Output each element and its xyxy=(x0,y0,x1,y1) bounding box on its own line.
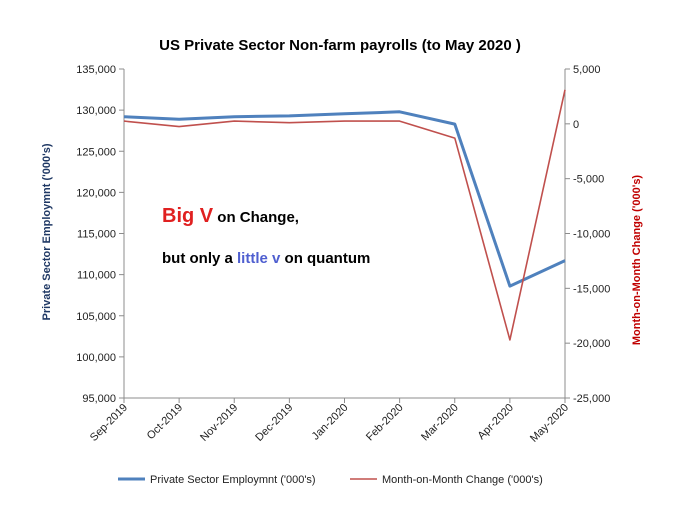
legend-label-employment: Private Sector Employmnt ('000's) xyxy=(150,474,316,486)
right-tick-label: -25,000 xyxy=(573,393,610,405)
right-tick-label: 0 xyxy=(573,119,579,131)
x-tick-label: May-2020 xyxy=(528,402,571,445)
left-axis-ticks: 95,000 100,000 105,000 110,000 115,000 120,00… xyxy=(76,64,124,405)
left-tick-label: 100,000 xyxy=(76,352,116,364)
x-tick-label: Oct-2019 xyxy=(145,402,185,442)
right-tick-label: -15,000 xyxy=(573,283,610,295)
chart-title: US Private Sector Non-farm payrolls (to … xyxy=(159,37,521,54)
left-tick-label: 120,000 xyxy=(76,187,116,199)
legend-label-change: Month-on-Month Change ('000's) xyxy=(382,474,543,486)
left-tick-label: 125,000 xyxy=(76,146,116,158)
annotation-but-only-a: but only a xyxy=(162,250,237,267)
annotation-line-2: but only a little v on quantum xyxy=(162,250,370,267)
series-line-employment xyxy=(123,110,566,288)
annotation-big-v: Big V xyxy=(162,205,214,227)
right-axis-label: Month-on-Month Change ('000's) xyxy=(631,175,643,346)
series-line-change xyxy=(123,89,566,341)
x-tick-label: Apr-2020 xyxy=(476,402,516,442)
x-tick-label: Sep-2019 xyxy=(88,402,130,444)
right-tick-label: -20,000 xyxy=(573,338,610,350)
series-lines xyxy=(123,89,566,341)
x-tick-label: Mar-2020 xyxy=(419,402,461,444)
annotation-on-quantum: on quantum xyxy=(280,250,370,267)
left-tick-label: 135,000 xyxy=(76,64,116,76)
legend: Private Sector Employmnt ('000's) Month-… xyxy=(118,474,543,486)
x-tick-label: Dec-2019 xyxy=(253,402,295,444)
x-tick-label: Jan-2020 xyxy=(310,402,351,443)
annotation-little-v: little v xyxy=(237,250,281,267)
right-tick-label: 5,000 xyxy=(573,64,601,76)
right-tick-label: -10,000 xyxy=(573,229,610,241)
annotation: Big V on Change, but only a little v on … xyxy=(162,205,370,267)
left-tick-label: 105,000 xyxy=(76,311,116,323)
left-tick-label: 115,000 xyxy=(77,229,116,241)
right-tick-label: -5,000 xyxy=(573,174,604,186)
right-axis-ticks: -25,000 -20,000 -15,000 -10,000 -5,000 0 5,000 xyxy=(565,64,610,405)
annotation-on-change: on Change, xyxy=(213,209,299,226)
left-tick-label: 95,000 xyxy=(82,393,116,405)
x-axis-ticks: Sep-2019 Oct-2019 Nov-2019 Dec-2019 Jan-2020… xyxy=(88,398,571,445)
left-axis-label: Private Sector Employmnt ('000's) xyxy=(41,143,53,320)
left-tick-label: 110,000 xyxy=(77,270,116,282)
left-tick-label: 130,000 xyxy=(76,105,116,117)
x-tick-label: Feb-2020 xyxy=(364,402,406,444)
x-tick-label: Nov-2019 xyxy=(198,402,240,444)
annotation-line-1: Big V on Change, xyxy=(162,205,299,227)
